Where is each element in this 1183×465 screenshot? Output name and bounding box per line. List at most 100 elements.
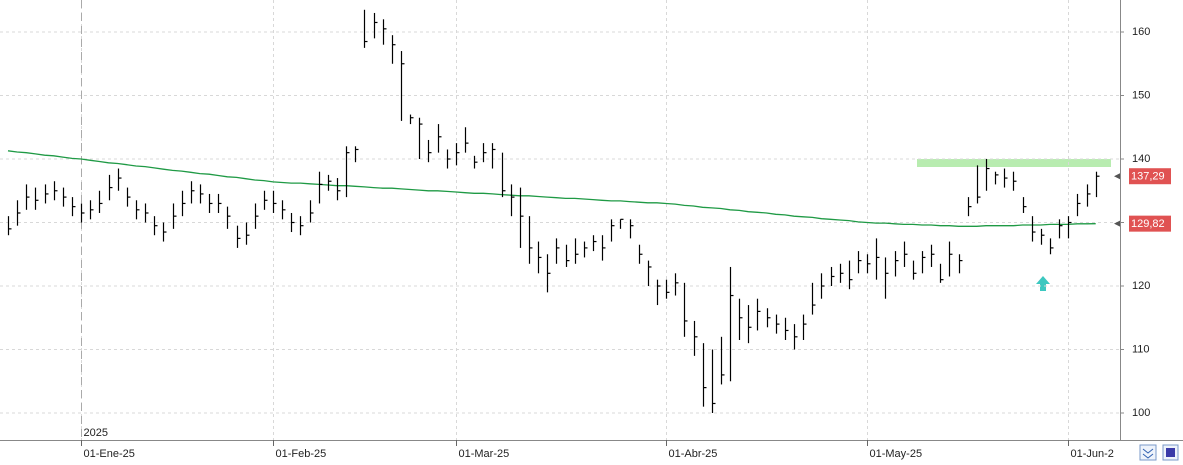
price-bar <box>336 178 341 201</box>
price-bar <box>126 187 131 207</box>
price-bar <box>1076 193 1081 217</box>
price-bar <box>446 149 451 169</box>
price-bar <box>555 238 560 264</box>
price-bar <box>98 190 103 213</box>
price-bar <box>830 266 835 287</box>
price-bar <box>802 314 807 340</box>
price-bar <box>702 343 707 407</box>
price-label: 137,29 <box>1131 171 1165 183</box>
price-bar <box>820 273 825 299</box>
price-bar <box>382 19 387 45</box>
price-bar <box>629 219 634 239</box>
price-bar <box>848 260 853 290</box>
price-bar <box>172 203 177 229</box>
price-bar <box>647 260 652 287</box>
y-tick-label: 110 <box>1132 343 1150 355</box>
price-bar <box>939 263 944 283</box>
price-bar <box>921 251 926 274</box>
toolbar <box>1139 444 1179 461</box>
price-bar <box>226 206 231 229</box>
marks <box>7 9 1100 414</box>
price-bar <box>720 336 725 385</box>
price-bar <box>1067 216 1072 239</box>
price-bar <box>1058 219 1063 239</box>
price-bar <box>245 222 250 245</box>
price-bar <box>857 251 862 274</box>
price-bar <box>784 317 789 340</box>
price-bar <box>272 190 277 213</box>
price-bar <box>519 187 524 248</box>
y-tick-label: 100 <box>1132 407 1150 419</box>
price-bar <box>236 225 241 248</box>
price-bar <box>665 279 670 299</box>
x-tick-label: 01-May-25 <box>870 448 923 460</box>
price-bar <box>583 241 588 258</box>
price-bar <box>208 193 213 213</box>
price-bar <box>117 168 122 191</box>
price-bar <box>619 218 624 229</box>
price-bar <box>482 143 487 163</box>
price-bar <box>418 117 423 160</box>
price-bar <box>976 165 981 204</box>
price-bar <box>299 216 304 236</box>
price-bar <box>144 203 149 223</box>
price-bar <box>80 203 85 223</box>
price-bar <box>373 12 378 39</box>
price-bar <box>693 320 698 356</box>
price-bar <box>34 187 39 210</box>
price-bar <box>7 216 12 236</box>
price-bar <box>427 139 432 163</box>
price-bar <box>44 184 49 204</box>
price-bar <box>601 235 606 261</box>
price-bar <box>318 171 323 204</box>
price-bar <box>455 143 460 166</box>
price-bar <box>528 216 533 264</box>
price-bar <box>894 251 899 277</box>
price-bar <box>501 152 506 198</box>
price-label: 129,82 <box>1131 218 1165 230</box>
price-bar <box>391 35 396 64</box>
moving-average <box>7 150 1096 227</box>
price-bar <box>16 200 21 226</box>
price-bar <box>994 171 999 185</box>
price-bar <box>345 146 350 198</box>
labels: 10011012013014015016001-Ene-2501-Feb-250… <box>81 26 1171 460</box>
price-bar <box>409 114 414 125</box>
price-bar <box>327 174 332 191</box>
price-bar <box>1095 171 1100 198</box>
price-bar <box>775 314 780 334</box>
price-bar <box>217 193 222 213</box>
x-tick-label: 01-Jun-2 <box>1071 448 1114 460</box>
price-bar <box>309 200 314 223</box>
price-bar <box>985 159 990 191</box>
price-pointer <box>1114 220 1120 227</box>
price-bar <box>537 241 542 274</box>
price-bar <box>1022 197 1027 213</box>
price-bar <box>263 190 268 210</box>
signal-arrow <box>1036 276 1050 291</box>
price-bar <box>1012 171 1017 191</box>
price-bar <box>747 305 752 344</box>
price-bar <box>839 263 844 283</box>
price-bar <box>62 187 67 207</box>
x-tick-label: 01-Feb-25 <box>276 448 327 460</box>
price-bar <box>473 155 478 169</box>
price-bar <box>290 212 295 233</box>
price-bar <box>1049 238 1054 255</box>
price-bar <box>135 200 140 220</box>
price-bar <box>199 184 204 204</box>
price-bar <box>930 244 935 267</box>
price-bar <box>1040 228 1045 245</box>
price-bar <box>400 51 405 121</box>
price-bar <box>153 216 158 236</box>
y-tick-label: 150 <box>1132 89 1150 101</box>
price-bar <box>884 257 889 299</box>
price-bar <box>354 146 359 163</box>
x-tick-label: 01-Mar-25 <box>459 448 510 460</box>
price-bar <box>491 143 496 169</box>
price-bar <box>437 124 442 153</box>
price-bar <box>281 200 286 220</box>
price-bar <box>711 349 716 414</box>
x-tick-label: 01-Abr-25 <box>669 448 718 460</box>
